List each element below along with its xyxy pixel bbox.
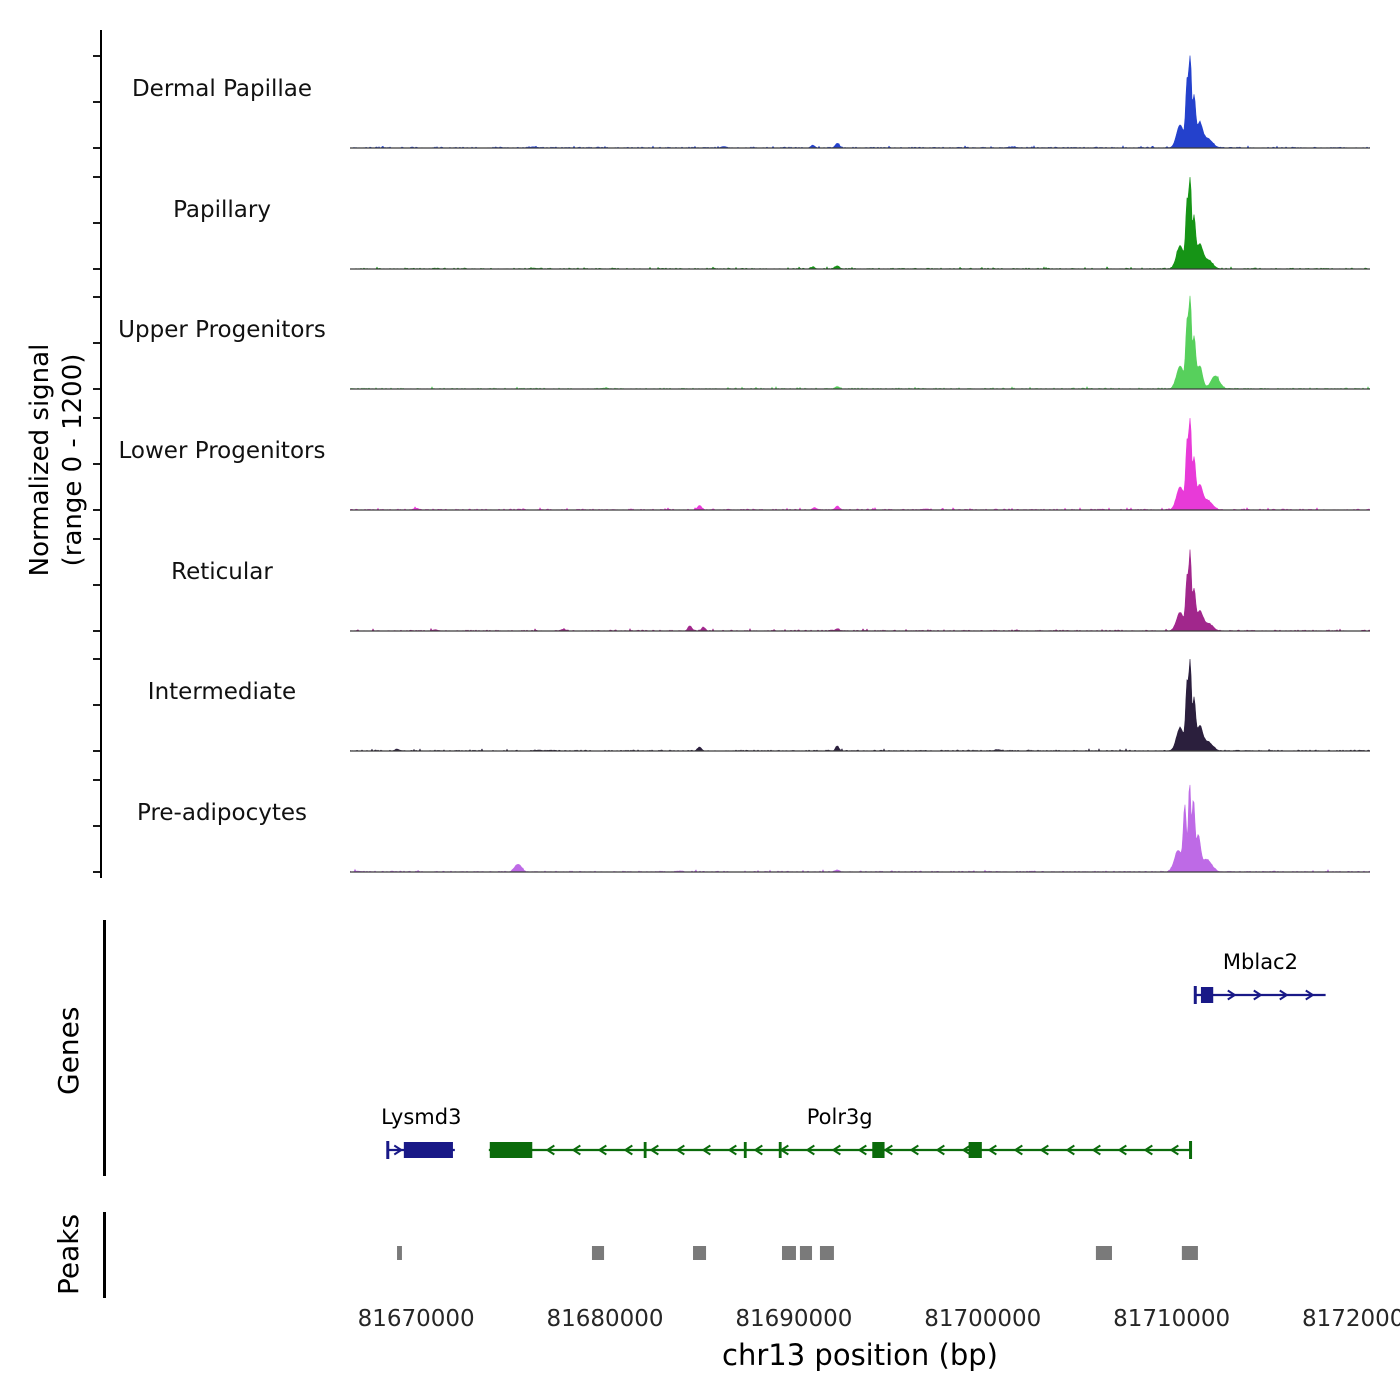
- x-tick-label: 81710000: [1113, 1306, 1231, 1332]
- signal-track-papillary: [350, 176, 1370, 270]
- peaks-section-spine: [103, 1212, 106, 1298]
- track-label-pre-adipocytes: Pre-adipocytes: [136, 800, 308, 826]
- x-ticks: 81670000 81680000 81690000 81700000 81710000…: [0, 1306, 1400, 1338]
- genes-section-label: Genes: [52, 1006, 85, 1095]
- x-tick-label: 81670000: [357, 1306, 475, 1332]
- signal-track-lower-progenitors: [350, 417, 1370, 511]
- x-tick-label: 81720000: [1302, 1306, 1400, 1332]
- x-axis-title: chr13 position (bp): [722, 1338, 998, 1372]
- x-tick-label: 81680000: [546, 1306, 664, 1332]
- x-tick-label: 81700000: [924, 1306, 1042, 1332]
- track-label-upper-progenitors: Upper Progenitors: [118, 317, 326, 343]
- svg-text:Mblac2: Mblac2: [1223, 950, 1298, 974]
- signal-track-pre-adipocytes: [350, 784, 1370, 873]
- peaks-svg: [397, 1246, 1198, 1260]
- track-label-reticular: Reticular: [171, 559, 273, 585]
- peaks-section-label: Peaks: [52, 1213, 85, 1295]
- signal-track-reticular: [350, 549, 1370, 632]
- track-label-dermal-papillae: Dermal Papillae: [131, 76, 313, 102]
- signal-track-intermediate: [350, 658, 1370, 752]
- signal-track-dermal-papillae: [350, 55, 1370, 149]
- svg-text:Lysmd3: Lysmd3: [381, 1105, 461, 1129]
- y-axis-label: Normalized signal (range 0 - 1200): [25, 343, 88, 577]
- signal-track-upper-progenitors: [350, 295, 1370, 390]
- track-label-papillary: Papillary: [173, 197, 271, 223]
- track-label-lower-progenitors: Lower Progenitors: [118, 438, 326, 464]
- svg-text:Polr3g: Polr3g: [807, 1105, 873, 1129]
- x-tick-label: 81690000: [735, 1306, 853, 1332]
- genes-section-spine: [103, 920, 106, 1176]
- track-label-intermediate: Intermediate: [147, 679, 297, 705]
- y-axis-spine: [93, 30, 102, 878]
- genes-svg: Mblac2 Lysmd3 Polr3g: [381, 950, 1326, 1159]
